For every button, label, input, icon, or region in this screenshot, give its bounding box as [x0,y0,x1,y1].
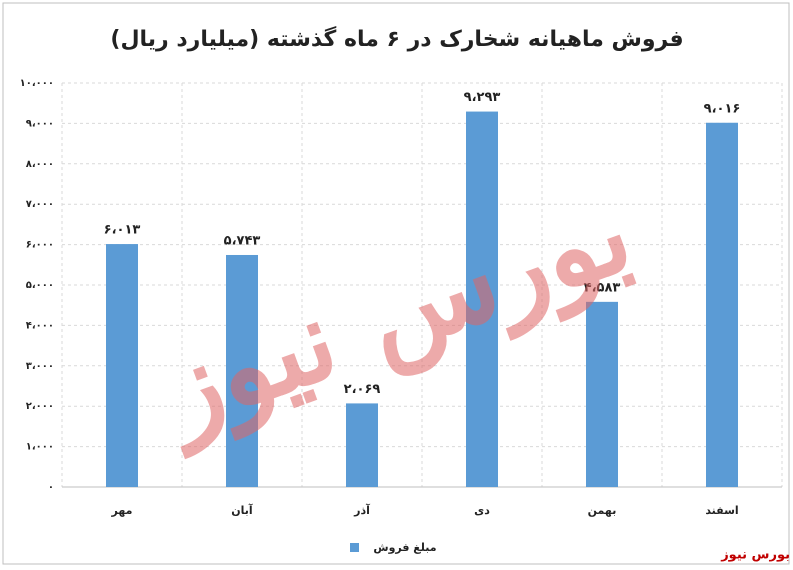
bar [346,403,378,487]
y-tick-label: ۹،۰۰۰ [26,118,54,129]
value-label: ۴،۵۸۳ [584,280,621,295]
bar [106,244,138,487]
bar [586,301,618,487]
x-tick-label: مهر [111,504,133,517]
bar [226,254,258,487]
y-tick-label: ۱،۰۰۰ [26,442,54,453]
source: بورس نیوز [720,548,790,563]
y-tick-label: ۰ [48,482,54,493]
y-tick-label: ۴،۰۰۰ [26,320,54,331]
y-tick-label: ۳،۰۰۰ [26,361,54,372]
chart-title: فروش ماهیانه شخارک در ۶ ماه گذشته (میلیا… [110,25,683,52]
x-tick-label: آبان [231,503,253,517]
value-label: ۲،۰۶۹ [344,382,381,397]
y-tick-label: ۱۰،۰۰۰ [20,78,54,89]
value-label: ۵،۷۴۳ [224,233,261,248]
x-tick-label: آذر [353,503,370,517]
value-label: ۹،۰۱۶ [704,101,741,116]
x-tick-label: بهمن [588,504,617,517]
legend-swatch [350,543,359,552]
y-tick-label: ۶،۰۰۰ [26,240,54,251]
value-label: ۶،۰۱۳ [104,223,141,238]
x-tick-label: اسفند [705,504,738,517]
legend-label: مبلغ فروش [373,541,436,554]
y-tick-label: ۵،۰۰۰ [26,280,54,291]
x-tick-label: دی [474,504,490,517]
y-tick-label: ۷،۰۰۰ [26,199,54,210]
bar [466,111,498,487]
value-label: ۹،۲۹۳ [464,90,501,105]
y-tick-label: ۲،۰۰۰ [26,401,54,412]
y-tick-label: ۸،۰۰۰ [26,159,54,170]
bar [706,122,738,487]
